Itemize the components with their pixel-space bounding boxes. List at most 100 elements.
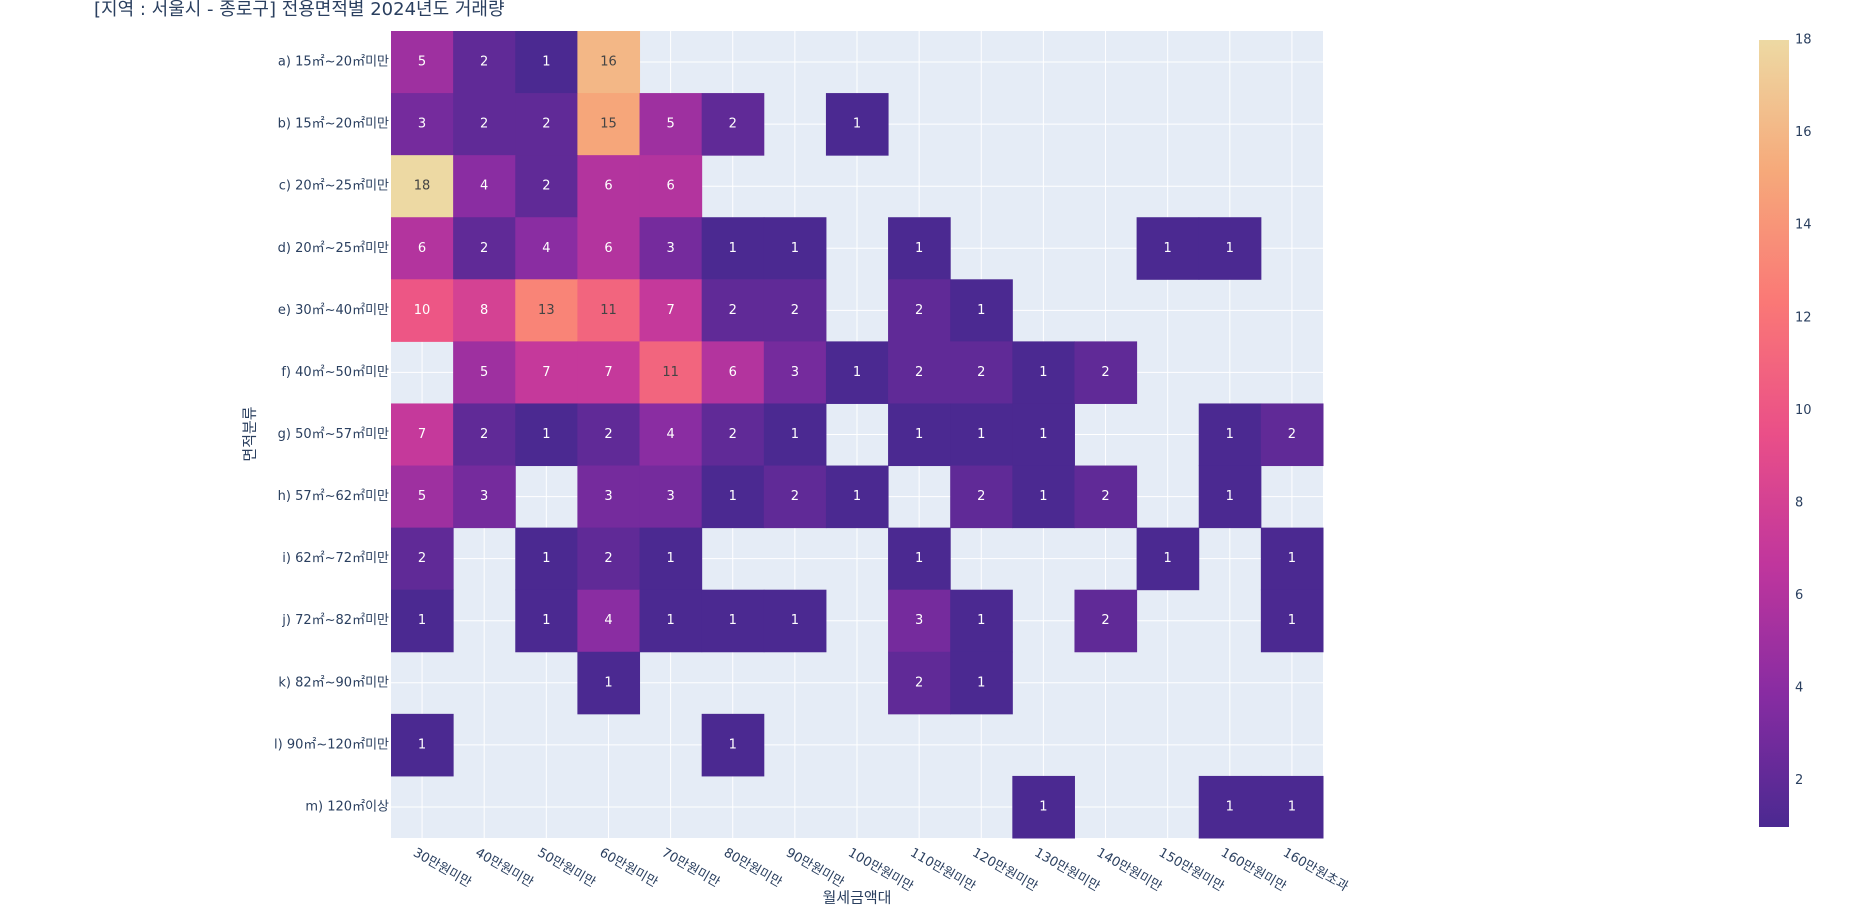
heatmap-cell — [888, 527, 951, 591]
heatmap-cell — [453, 93, 516, 156]
cell-label: 7 — [418, 427, 426, 442]
heatmap-cell — [577, 465, 641, 529]
heatmap-cell — [701, 217, 765, 280]
y-tick-label: j) 72㎡~82㎡미만 — [281, 613, 389, 628]
cell-label: 1 — [542, 613, 550, 628]
x-tick-label: 50만원미만 — [535, 846, 598, 891]
heatmap-cell — [453, 217, 516, 280]
heatmap-cell — [639, 465, 703, 529]
x-tick-label: 100만원미만 — [845, 846, 915, 895]
cell-label: 1 — [1164, 551, 1172, 566]
y-tick-label: l) 90㎡~120㎡미만 — [274, 737, 389, 752]
cell-label: 18 — [414, 179, 431, 194]
heatmap-cell — [1074, 341, 1138, 404]
heatmap-cell — [515, 341, 578, 404]
cell-label: 1 — [542, 427, 550, 442]
heatmap-cell — [515, 155, 578, 218]
heatmap-cell — [577, 403, 641, 467]
heatmap-cell — [577, 31, 641, 94]
colorbar-tick-label: 6 — [1795, 588, 1803, 603]
x-tick-label: 130만원미만 — [1032, 846, 1102, 895]
cell-label: 1 — [729, 489, 737, 504]
heatmap-cell — [763, 403, 827, 467]
cell-label: 2 — [480, 427, 488, 442]
heatmap-cell — [1012, 403, 1075, 467]
cell-label: 1 — [853, 365, 861, 380]
heatmap-cell — [453, 341, 516, 404]
cell-label: 2 — [418, 551, 426, 566]
cell-label: 7 — [542, 365, 550, 380]
y-tick-label: a) 15㎡~20㎡미만 — [278, 55, 389, 70]
cell-label: 8 — [480, 303, 488, 318]
cell-label: 1 — [729, 613, 737, 628]
colorbar-tick-label: 4 — [1795, 681, 1803, 696]
heatmap-cell — [950, 651, 1013, 715]
cell-label: 2 — [729, 427, 737, 442]
y-tick-label: g) 50㎡~57㎡미만 — [278, 427, 389, 442]
cell-label: 1 — [977, 303, 985, 318]
heatmap-cell — [515, 527, 578, 591]
heatmap-cell — [577, 93, 641, 156]
x-tick-label: 110만원미만 — [907, 846, 977, 895]
heatmap-cell — [1198, 775, 1262, 839]
heatmap-cell — [1074, 465, 1138, 529]
x-axis-title: 월세금액대 — [822, 889, 891, 907]
cell-label: 1 — [1226, 427, 1234, 442]
cell-label: 1 — [853, 117, 861, 132]
heatmap-cell — [577, 527, 641, 591]
y-tick-label: b) 15㎡~20㎡미만 — [278, 117, 389, 132]
cell-label: 2 — [1101, 365, 1109, 380]
cell-label: 1 — [1288, 613, 1296, 628]
cell-label: 2 — [1288, 427, 1296, 442]
heatmap-cell — [1074, 589, 1138, 653]
x-tick-label: 140만원미만 — [1094, 846, 1164, 895]
heatmap-cell — [391, 31, 454, 94]
y-tick-label: h) 57㎡~62㎡미만 — [278, 489, 389, 504]
heatmap-cell — [950, 279, 1013, 342]
cell-label: 1 — [1288, 551, 1296, 566]
cell-label: 1 — [1039, 489, 1047, 504]
colorbar-tick-label: 2 — [1795, 773, 1803, 788]
cell-label: 1 — [729, 737, 737, 752]
cell-label: 1 — [915, 551, 923, 566]
heatmap-cell — [577, 341, 641, 404]
heatmap-cell — [391, 217, 454, 280]
heatmap-cell — [453, 403, 516, 467]
heatmap-cell — [639, 341, 703, 404]
cell-label: 1 — [977, 675, 985, 690]
heatmap-cell — [1012, 465, 1075, 529]
y-tick-label: f) 40㎡~50㎡미만 — [281, 365, 389, 380]
heatmap-cell — [701, 465, 765, 529]
heatmap-cell — [763, 589, 827, 653]
cell-label: 1 — [1226, 799, 1234, 814]
cell-label: 2 — [729, 117, 737, 132]
heatmap-cell — [391, 279, 454, 342]
cell-label: 1 — [853, 489, 861, 504]
heatmap-cell — [1136, 527, 1200, 591]
heatmap-cell — [453, 279, 516, 342]
cell-label: 2 — [915, 303, 923, 318]
cell-label: 1 — [542, 55, 550, 70]
cell-label: 5 — [666, 117, 674, 132]
heatmap-cell — [639, 589, 703, 653]
cell-label: 4 — [542, 241, 550, 256]
cell-label: 1 — [791, 427, 799, 442]
heatmap-cell — [1012, 341, 1075, 404]
cell-label: 15 — [600, 117, 617, 132]
heatmap-cell — [701, 713, 765, 777]
x-tick-label: 120만원미만 — [970, 846, 1040, 895]
heatmap-cell — [515, 93, 578, 156]
heatmap-cell — [639, 155, 703, 218]
cell-label: 5 — [418, 55, 426, 70]
heatmap-cell — [577, 651, 641, 715]
heatmap-cell — [763, 279, 827, 342]
cell-label: 6 — [729, 365, 737, 380]
heatmap-cell — [577, 155, 641, 218]
cell-label: 2 — [791, 489, 799, 504]
heatmap-cell — [888, 217, 951, 280]
cell-label: 3 — [915, 613, 923, 628]
cell-label: 4 — [604, 613, 612, 628]
heatmap-cell — [453, 31, 516, 94]
cell-label: 2 — [480, 117, 488, 132]
cell-label: 2 — [729, 303, 737, 318]
